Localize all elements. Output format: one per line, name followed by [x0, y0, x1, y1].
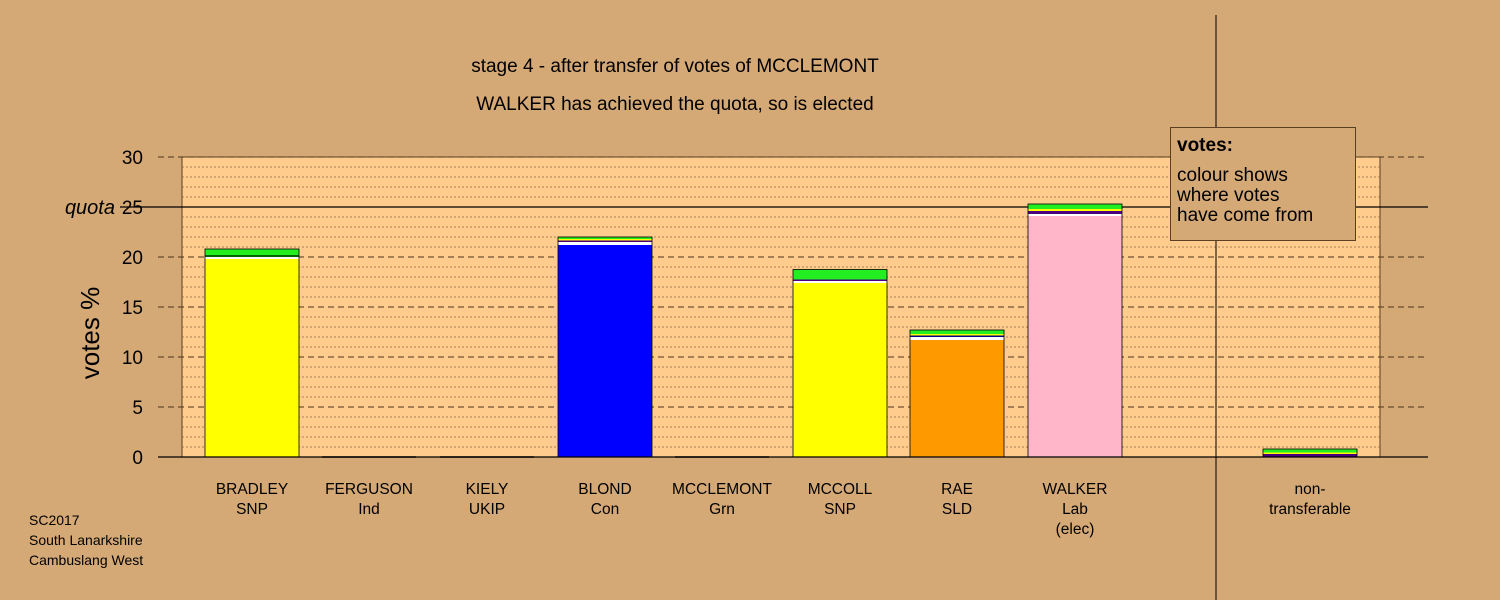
- bar-segment: [1263, 452, 1357, 454]
- bar-segment: [558, 237, 652, 239]
- x-tick-label: UKIP: [469, 501, 505, 518]
- x-tick-label: BRADLEY: [216, 481, 288, 498]
- legend-line: have come from: [1177, 205, 1314, 226]
- x-tick-label: BLOND: [578, 481, 631, 498]
- footer-council: South Lanarkshire: [29, 532, 143, 548]
- x-tick-label: non-: [1294, 481, 1325, 498]
- footer-ward: Cambuslang West: [29, 552, 144, 568]
- bar-segment: [205, 259, 299, 457]
- y-tick-label: 15: [122, 298, 143, 319]
- x-tick-label: KIELY: [466, 481, 509, 498]
- legend-line: where votes: [1177, 185, 1280, 206]
- footer-election: SC2017: [29, 512, 80, 528]
- bar-segment: [910, 340, 1004, 457]
- x-tick-label: SNP: [236, 501, 268, 518]
- chart-subtitle: WALKER has achieved the quota, so is ele…: [476, 94, 873, 115]
- bar-segment: [1028, 211, 1122, 214]
- bar-segment: [1028, 204, 1122, 209]
- x-tick-labels: BRADLEY SNP FERGUSON Ind KIELY UKIP BLOND Con MC…: [216, 481, 1351, 538]
- bar-segment: [205, 255, 299, 257]
- bar-segment: [910, 334, 1004, 336]
- bar-segment: [205, 257, 299, 259]
- x-tick-label: Con: [591, 501, 619, 518]
- y-axis-label: votes %: [75, 287, 105, 380]
- legend: votes: colour shows where votes have com…: [1170, 127, 1356, 241]
- bar-segment: [205, 249, 299, 255]
- y-tick-label: 5: [132, 398, 143, 419]
- bar-segment: [1028, 216, 1122, 457]
- chart-title: stage 4 - after transfer of votes of MCC…: [471, 56, 879, 77]
- x-tick-label: Grn: [709, 501, 735, 518]
- bar-segment: [1028, 209, 1122, 211]
- x-tick-label: (elec): [1056, 521, 1095, 538]
- y-tick-label: 30: [122, 148, 143, 169]
- bar-segment: [1028, 214, 1122, 216]
- x-tick-label: WALKER: [1043, 481, 1108, 498]
- bar-segment: [1263, 449, 1357, 453]
- footer: SC2017 South Lanarkshire Cambuslang West: [29, 510, 143, 570]
- bar-segment: [558, 242, 652, 245]
- bar-segment: [558, 239, 652, 241]
- x-tick-label: FERGUSON: [325, 481, 413, 498]
- y-tick-label: 10: [122, 348, 143, 369]
- x-tick-label: Ind: [358, 501, 380, 518]
- bar-segment: [558, 240, 652, 242]
- bar-segment: [910, 330, 1004, 334]
- legend-line: colour shows: [1177, 165, 1288, 186]
- bars: [204, 203, 1358, 458]
- bar-segment: [793, 281, 887, 283]
- x-tick-label: RAE: [941, 481, 973, 498]
- y-tick-label: 25: [122, 198, 143, 219]
- bar-segment: [793, 269, 887, 280]
- y-tick-label: 0: [132, 448, 143, 469]
- x-tick-label: SLD: [942, 501, 972, 518]
- x-tick-label: MCCLEMONT: [672, 481, 772, 498]
- y-tick-labels: 0 5 10 15 20 25 30: [122, 148, 143, 469]
- bar-segment: [793, 279, 887, 281]
- x-tick-label: Lab: [1062, 501, 1088, 518]
- y-tick-label: 20: [122, 248, 143, 269]
- bar-segment: [558, 245, 652, 457]
- quota-label: quota: [65, 197, 115, 219]
- bar-segment: [1263, 454, 1357, 457]
- x-tick-label: SNP: [824, 501, 856, 518]
- x-tick-label: MCCOLL: [808, 481, 873, 498]
- bar-segment: [793, 283, 887, 457]
- bar-segment: [910, 335, 1004, 337]
- x-tick-label: transferable: [1269, 501, 1351, 518]
- legend-title: votes:: [1177, 135, 1233, 156]
- axes: [158, 15, 1428, 600]
- bar-segment: [910, 337, 1004, 340]
